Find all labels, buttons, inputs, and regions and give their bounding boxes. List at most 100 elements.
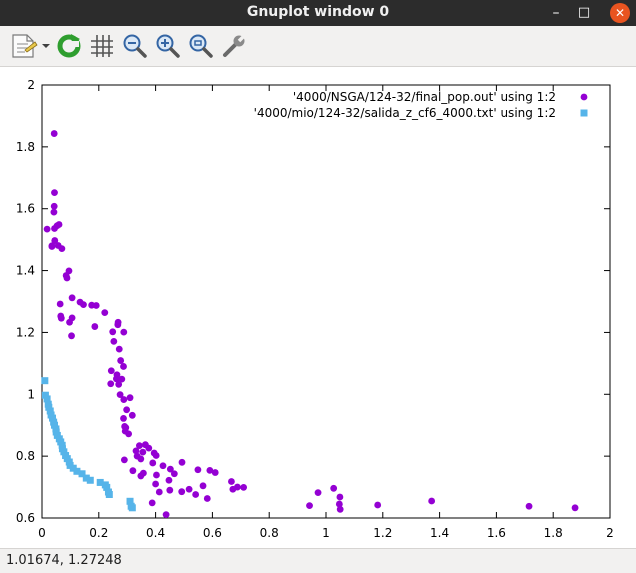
- series-1-point: [101, 309, 109, 317]
- zoom-out-icon: [123, 34, 147, 58]
- series-1-point: [525, 502, 533, 510]
- series-1-point: [58, 245, 66, 253]
- series-1-point: [68, 294, 76, 302]
- y-tick-label: 1.6: [16, 202, 35, 216]
- series-1-point: [137, 455, 145, 463]
- series-1-point: [330, 484, 338, 492]
- series-1-point: [203, 495, 211, 502]
- series-1-point: [199, 482, 207, 490]
- series-1-point: [206, 466, 214, 474]
- grid-icon: [91, 35, 113, 57]
- legend-label-series-2: '4000/mio/124-32/salida_z_cf6_4000.txt' …: [254, 106, 556, 120]
- y-tick-label: 1: [27, 387, 35, 401]
- series-1-point: [132, 447, 140, 455]
- series-1-point: [50, 130, 58, 137]
- mouse-coordinates: 1.01674, 1.27248: [6, 553, 122, 568]
- series-2-point: [46, 407, 54, 415]
- series-1-point: [335, 500, 343, 508]
- grid-button[interactable]: [88, 32, 116, 60]
- series-1-point: [80, 301, 87, 308]
- plot-frame: [41, 84, 611, 519]
- series-1-point: [428, 497, 436, 505]
- series-1-point: [51, 225, 58, 232]
- series-1-point: [123, 406, 131, 414]
- series-1-point: [159, 462, 167, 470]
- series-1-point: [63, 274, 71, 282]
- series-1-point: [118, 375, 126, 383]
- minimize-button[interactable]: –: [552, 5, 560, 21]
- autoscale-button[interactable]: [187, 32, 215, 60]
- legend-label-series-1: '4000/NSGA/124-32/final_pop.out' using 1…: [293, 90, 556, 104]
- series-1-point: [240, 483, 248, 491]
- zoom-next-button[interactable]: [154, 32, 182, 60]
- x-tick-label: 1.2: [373, 526, 392, 540]
- close-button[interactable]: ✕: [610, 3, 630, 23]
- series-1-point: [229, 485, 237, 493]
- refresh-icon: [57, 34, 81, 58]
- series-2-point: [128, 504, 136, 512]
- document-export-icon: [12, 34, 50, 58]
- zoom-prev-button[interactable]: [121, 32, 149, 60]
- x-tick-label: 2: [606, 526, 614, 540]
- series-1-point: [109, 328, 117, 336]
- window-title: Gnuplot window 0: [246, 4, 390, 20]
- series-1-point: [120, 396, 128, 403]
- series-1-point: [120, 415, 127, 422]
- x-tick-label: 0.8: [260, 526, 279, 540]
- series-2-point: [78, 470, 86, 478]
- plot-area[interactable]: 0 0.2 0.4 0.6 0.8 1 1.2 1.4 1.6 1.8 2 0.6 0.8 1 1.2 1.4…: [0, 67, 636, 547]
- export-menu-button[interactable]: [8, 32, 52, 60]
- legend-marker-series-1: [580, 93, 588, 101]
- series-1-point: [107, 380, 115, 388]
- zoom-fit-icon: [189, 34, 213, 58]
- series-2-point: [82, 474, 90, 482]
- series-1-point: [228, 478, 235, 485]
- series-1-point: [148, 499, 156, 507]
- maximize-button[interactable]: □: [577, 5, 591, 20]
- series-1-point: [88, 301, 96, 309]
- series-2-point: [105, 490, 113, 498]
- zoom-in-icon: [156, 34, 180, 58]
- series-1-point: [128, 411, 136, 419]
- series-2-point: [43, 395, 51, 403]
- settings-button[interactable]: [220, 32, 248, 60]
- replot-button[interactable]: [56, 32, 84, 60]
- series-1-point: [153, 471, 160, 479]
- series-1-point: [110, 337, 118, 345]
- series-1-point: [107, 367, 115, 375]
- series-1-point: [91, 323, 99, 330]
- series-1-point: [145, 444, 153, 452]
- y-tick-label: 2: [27, 78, 35, 92]
- x-tick-label: 0.2: [89, 526, 108, 540]
- series-1-point: [56, 300, 64, 308]
- series-1-point: [194, 466, 202, 474]
- series-1-point: [185, 485, 193, 493]
- series-1-point: [192, 491, 200, 498]
- series-1-point: [68, 332, 75, 340]
- series-1-point: [139, 448, 147, 456]
- series-1-point: [43, 225, 51, 233]
- series-1-point: [336, 505, 344, 513]
- series-1-point: [152, 452, 160, 459]
- window-titlebar[interactable]: Gnuplot window 0 – □ ✕: [0, 0, 636, 26]
- series-2-point: [49, 414, 57, 422]
- series-1-point: [115, 380, 123, 388]
- series-1-point: [114, 321, 122, 329]
- series-2-point: [60, 448, 68, 456]
- series-1-point: [336, 493, 344, 501]
- series-1-point: [120, 363, 127, 370]
- statusbar: 1.01674, 1.27248: [0, 548, 636, 573]
- series-1-point: [166, 486, 174, 494]
- series-1-point: [165, 476, 173, 484]
- y-tick-label: 1.8: [16, 140, 35, 154]
- y-tick-label: 1.2: [16, 325, 35, 339]
- series-1-point: [51, 189, 58, 197]
- y-tick-label: 0.8: [16, 449, 35, 463]
- x-tick-label: 1: [322, 526, 330, 540]
- series-1-point: [66, 318, 73, 326]
- series-1-point: [120, 328, 128, 336]
- series-1-point: [155, 488, 163, 496]
- x-tick-label: 1.8: [544, 526, 563, 540]
- series-2-point: [103, 483, 111, 491]
- scatter-chart[interactable]: 0 0.2 0.4 0.6 0.8 1 1.2 1.4 1.6 1.8 2 0.6 0.8 1 1.2 1.4…: [0, 67, 636, 547]
